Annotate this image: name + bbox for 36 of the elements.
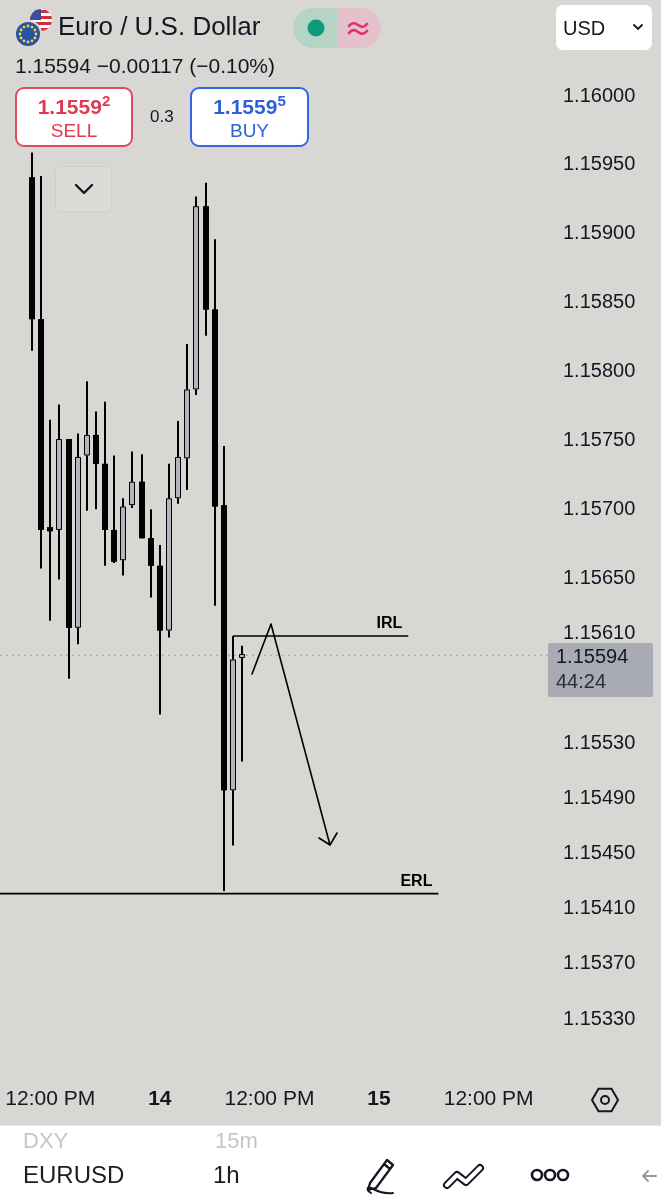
chart-subtitle: 1.15594 −0.00117 (−0.10%) xyxy=(15,54,275,78)
ref-line-label: ERL xyxy=(400,871,433,889)
y-tick-label: 1.15410 xyxy=(563,896,636,919)
y-tick-label: 1.15700 xyxy=(563,496,636,519)
x-tick-label: 15 xyxy=(367,1086,392,1110)
annotation: 1.1559$^{5}$ xyxy=(212,92,287,119)
y-tick-label: 1.15900 xyxy=(563,221,636,244)
x-tick-label: 14 xyxy=(148,1086,172,1110)
y-tick-label: 1.15850 xyxy=(563,290,636,313)
annotation: BUY xyxy=(228,120,271,142)
y-tick-label: 1.16000 xyxy=(563,83,636,106)
x-tick-label: 12:00 PM xyxy=(224,1086,315,1110)
ref-line-label: IRL xyxy=(376,614,403,632)
price-tag: 1.15594 44:24 xyxy=(548,643,653,698)
currency-select: USD xyxy=(556,5,652,50)
y-tick-label: 1.15750 xyxy=(563,427,636,450)
annotation: 0.3 xyxy=(150,107,174,127)
buy-button: 1.1559$^{5}$ BUY xyxy=(190,87,309,147)
x-tick-label: 12:00 PM xyxy=(5,1086,96,1110)
y-tick-label: 1.15950 xyxy=(563,152,636,175)
chart-title: Euro / U.S. Dollar xyxy=(58,11,261,42)
x-tick-label: 12:00 PM xyxy=(443,1086,534,1110)
y-tick-label: 1.15800 xyxy=(563,359,636,382)
y-tick-label: 1.15610 xyxy=(563,620,636,643)
y-tick-label: 1.15490 xyxy=(563,786,636,809)
ref-line-label: 1.15594 xyxy=(556,645,629,669)
annotation: 1.1559$^{2}$ xyxy=(36,92,112,119)
y-tick-label: 1.15530 xyxy=(563,730,636,753)
bottom-toolbar: DXY 15m EURUSD 1h xyxy=(0,1125,661,1200)
y-tick-label: 1.15450 xyxy=(563,841,636,864)
sell-button: 1.1559$^{2}$ SELL xyxy=(15,87,133,147)
y-tick-label: 1.15370 xyxy=(563,951,636,974)
annotation: SELL xyxy=(49,120,99,142)
y-tick-label: 1.15650 xyxy=(563,565,636,588)
candlestick xyxy=(47,419,53,621)
y-tick-label: 1.15330 xyxy=(563,1006,636,1029)
